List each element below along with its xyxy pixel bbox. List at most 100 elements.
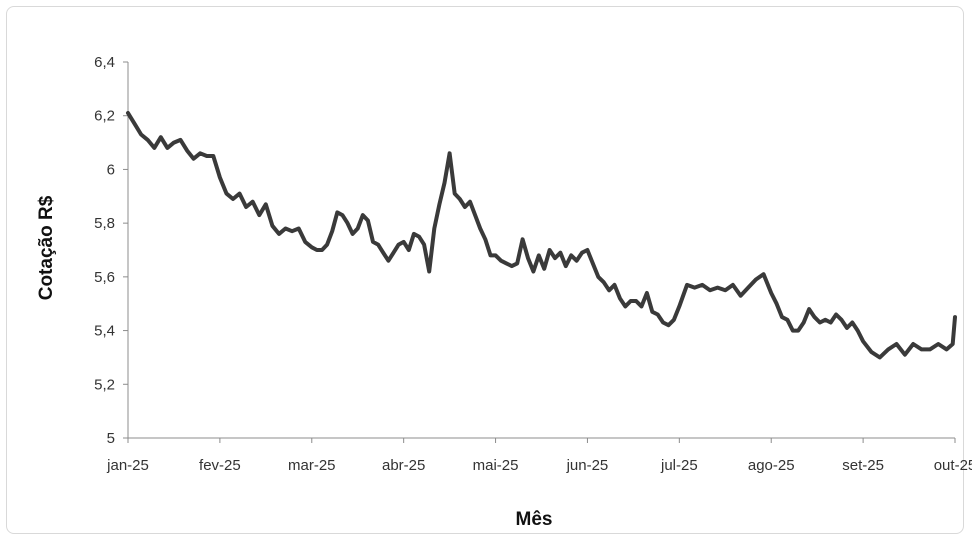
- x-tick-label: fev-25: [199, 457, 241, 474]
- data-point: [386, 259, 390, 263]
- data-point: [510, 264, 514, 268]
- data-point: [623, 304, 627, 308]
- data-point: [936, 342, 940, 346]
- data-point: [953, 315, 957, 319]
- data-point: [807, 307, 811, 311]
- data-point: [591, 261, 595, 265]
- data-point: [746, 286, 750, 290]
- data-point: [198, 151, 202, 155]
- data-point: [494, 253, 498, 257]
- data-point: [802, 321, 806, 324]
- data-point: [650, 310, 654, 314]
- data-point: [422, 243, 426, 247]
- data-point: [656, 313, 660, 316]
- data-point: [179, 138, 182, 142]
- data-point: [463, 205, 467, 209]
- data-point: [427, 270, 431, 273]
- data-point: [478, 227, 482, 230]
- data-point: [645, 291, 649, 295]
- data-point: [951, 342, 955, 346]
- data-point: [499, 259, 503, 263]
- data-point: [762, 272, 766, 276]
- x-tick-label: abr-25: [382, 457, 425, 474]
- data-point: [218, 176, 222, 179]
- data-point: [257, 213, 261, 217]
- data-point: [677, 304, 681, 308]
- data-point: [244, 205, 248, 209]
- data-point: [613, 283, 616, 287]
- exchange-rate-line: [126, 111, 957, 360]
- data-point: [731, 283, 735, 287]
- x-axis-title: Mês: [516, 509, 553, 530]
- data-point: [791, 329, 795, 333]
- data-point: [903, 353, 907, 357]
- data-point: [443, 181, 446, 185]
- data-point: [580, 251, 584, 255]
- data-point: [330, 229, 334, 233]
- data-point: [856, 329, 860, 333]
- y-tick-label: 5,4: [94, 323, 115, 340]
- data-point: [796, 329, 800, 333]
- data-point: [878, 355, 882, 359]
- x-tick-label: jan-25: [106, 457, 149, 474]
- data-point: [412, 232, 416, 236]
- data-point: [780, 315, 784, 319]
- data-point: [165, 146, 169, 150]
- data-point: [775, 302, 779, 306]
- data-point: [521, 237, 525, 241]
- data-point: [607, 288, 611, 292]
- data-point: [693, 286, 697, 290]
- data-point: [564, 264, 568, 268]
- data-point: [366, 219, 370, 222]
- data-point: [453, 192, 457, 196]
- data-point: [634, 299, 638, 303]
- data-point: [489, 253, 492, 257]
- data-point: [310, 245, 314, 249]
- data-point: [531, 270, 535, 273]
- data-point: [448, 151, 452, 155]
- x-tick-label: jun-25: [566, 457, 609, 474]
- data-point: [700, 283, 704, 287]
- data-point: [596, 275, 600, 279]
- data-point: [920, 347, 924, 351]
- x-tick-label: set-25: [842, 457, 884, 474]
- y-axis-title: Cotação R$: [36, 195, 57, 300]
- data-point: [417, 235, 421, 239]
- data-point: [618, 296, 622, 300]
- data-point: [192, 157, 196, 161]
- data-point: [402, 240, 406, 244]
- data-point: [672, 318, 676, 322]
- data-point: [407, 248, 411, 252]
- data-point: [211, 154, 215, 158]
- x-tick-label: mar-25: [288, 457, 336, 474]
- y-tick-label: 6: [107, 161, 115, 178]
- data-point: [629, 299, 633, 303]
- data-point: [542, 267, 546, 271]
- data-point: [315, 248, 319, 252]
- data-point: [346, 221, 349, 225]
- data-point: [911, 342, 915, 346]
- data-point: [351, 232, 355, 236]
- data-point: [895, 342, 898, 346]
- data-point: [861, 339, 865, 343]
- data-point: [504, 261, 508, 265]
- y-tick-label: 5,6: [94, 269, 115, 286]
- data-point: [205, 154, 209, 158]
- data-point: [458, 197, 462, 201]
- data-point: [834, 313, 838, 316]
- data-point: [928, 347, 932, 351]
- x-tick-label: out-25: [934, 457, 972, 474]
- data-point: [371, 240, 375, 244]
- data-point: [432, 227, 436, 230]
- y-tick-label: 5,2: [94, 376, 115, 393]
- data-point: [297, 227, 301, 230]
- data-point: [845, 326, 849, 330]
- data-point: [172, 141, 176, 145]
- y-tick-label: 6,2: [94, 108, 115, 125]
- data-point: [340, 213, 344, 217]
- y-tick-label: 6,4: [94, 54, 115, 71]
- data-point: [356, 227, 360, 230]
- data-point: [667, 323, 670, 327]
- data-point: [754, 278, 758, 281]
